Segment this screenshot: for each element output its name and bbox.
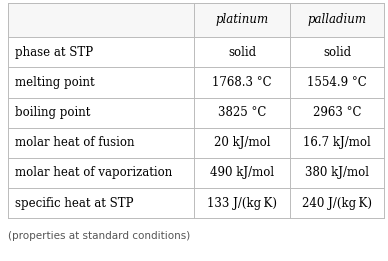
Text: molar heat of fusion: molar heat of fusion	[14, 136, 134, 149]
Text: molar heat of vaporization: molar heat of vaporization	[14, 167, 172, 180]
Text: 2963 °C: 2963 °C	[313, 106, 361, 119]
Text: phase at STP: phase at STP	[14, 46, 93, 59]
Text: 490 kJ/mol: 490 kJ/mol	[210, 167, 274, 180]
Text: 1768.3 °C: 1768.3 °C	[212, 76, 272, 89]
Text: boiling point: boiling point	[14, 106, 90, 119]
Text: solid: solid	[323, 46, 351, 59]
Text: 133 J/(kg K): 133 J/(kg K)	[207, 197, 277, 210]
Text: 240 J/(kg K): 240 J/(kg K)	[302, 197, 372, 210]
Text: solid: solid	[228, 46, 256, 59]
Text: 380 kJ/mol: 380 kJ/mol	[305, 167, 369, 180]
Text: 16.7 kJ/mol: 16.7 kJ/mol	[303, 136, 371, 149]
Bar	[8, 3, 384, 37]
Text: palladium: palladium	[308, 13, 367, 26]
Text: 1554.9 °C: 1554.9 °C	[307, 76, 367, 89]
Text: (properties at standard conditions): (properties at standard conditions)	[8, 231, 190, 241]
Text: platinum: platinum	[215, 13, 268, 26]
Text: 20 kJ/mol: 20 kJ/mol	[214, 136, 270, 149]
Text: specific heat at STP: specific heat at STP	[14, 197, 133, 210]
Text: 3825 °C: 3825 °C	[218, 106, 266, 119]
Text: melting point: melting point	[14, 76, 94, 89]
